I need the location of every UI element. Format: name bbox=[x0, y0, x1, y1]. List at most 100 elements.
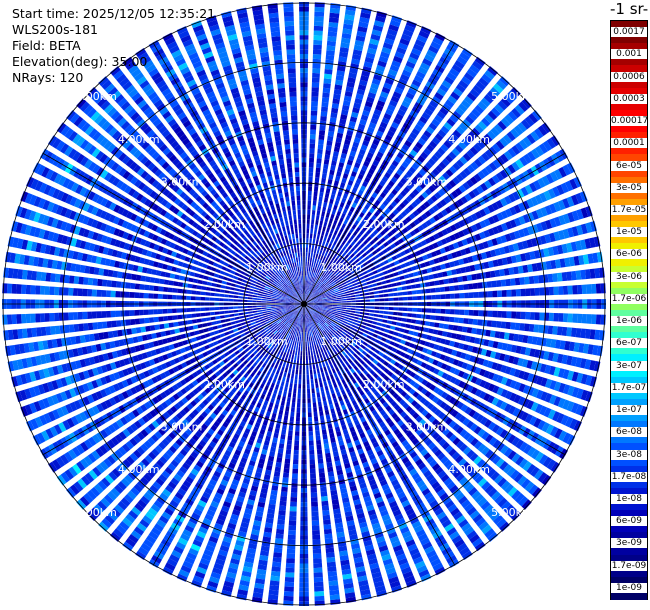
range-gate bbox=[320, 491, 328, 497]
range-gate bbox=[311, 355, 314, 361]
range-gate bbox=[402, 312, 408, 317]
range-gate bbox=[426, 144, 435, 153]
range-gate bbox=[562, 213, 571, 224]
range-gate bbox=[386, 215, 393, 222]
range-gate bbox=[589, 268, 596, 279]
range-gate bbox=[356, 88, 365, 96]
range-gate bbox=[317, 300, 323, 303]
range-gate bbox=[467, 318, 474, 325]
range-gate bbox=[393, 172, 401, 180]
range-gate bbox=[422, 58, 433, 67]
range-gate bbox=[324, 385, 329, 391]
range-gate bbox=[270, 372, 275, 378]
range-gate bbox=[367, 320, 373, 324]
range-gate bbox=[322, 299, 328, 302]
range-gate bbox=[421, 333, 428, 340]
range-gate bbox=[478, 77, 489, 87]
range-gate bbox=[345, 312, 351, 315]
range-gate bbox=[355, 132, 363, 139]
range-gate bbox=[310, 266, 313, 272]
range-gate bbox=[327, 299, 333, 301]
range-gate bbox=[349, 67, 358, 75]
range-gate bbox=[515, 311, 521, 319]
range-gate bbox=[322, 510, 330, 516]
range-gate bbox=[314, 284, 319, 289]
range-gate bbox=[497, 290, 503, 298]
range-gate bbox=[443, 140, 452, 149]
range-gate bbox=[481, 281, 488, 289]
range-gate bbox=[379, 237, 386, 243]
range-gate bbox=[341, 298, 347, 301]
range-gate bbox=[386, 238, 393, 245]
range-gate bbox=[327, 36, 337, 42]
range-gate bbox=[458, 103, 468, 113]
range-gate bbox=[314, 16, 324, 22]
range-gate bbox=[330, 437, 336, 443]
range-gate bbox=[335, 236, 340, 242]
range-gate bbox=[320, 260, 324, 266]
range-gate bbox=[547, 325, 554, 335]
range-gate bbox=[308, 304, 314, 306]
range-gate bbox=[321, 230, 325, 236]
range-gate bbox=[336, 210, 342, 217]
range-gate bbox=[359, 249, 365, 255]
range-gate bbox=[527, 225, 535, 235]
range-gate bbox=[313, 186, 319, 192]
range-gate bbox=[279, 370, 284, 377]
range-gate bbox=[291, 354, 295, 360]
range-gate bbox=[396, 152, 405, 160]
range-gate bbox=[312, 282, 316, 288]
range-gate bbox=[320, 255, 324, 261]
range-gate bbox=[487, 177, 496, 187]
range-gate bbox=[580, 207, 589, 219]
range-gate bbox=[341, 33, 352, 40]
range-gate bbox=[326, 462, 333, 468]
range-gate bbox=[402, 291, 408, 296]
range-gate bbox=[326, 375, 331, 381]
range-gate bbox=[336, 297, 342, 300]
range-gate bbox=[331, 393, 337, 399]
range-gate bbox=[431, 136, 441, 145]
range-gate bbox=[527, 151, 536, 162]
range-gate bbox=[500, 321, 507, 329]
range-gate bbox=[458, 79, 469, 90]
range-gate bbox=[500, 97, 511, 108]
range-gate bbox=[359, 229, 365, 236]
range-gate bbox=[330, 281, 335, 286]
range-gate bbox=[454, 309, 460, 315]
range-gate bbox=[326, 50, 335, 56]
range-gate bbox=[507, 111, 518, 122]
range-gate bbox=[429, 235, 436, 242]
ray bbox=[304, 20, 417, 304]
range-gate bbox=[322, 305, 328, 307]
range-gate bbox=[374, 188, 381, 195]
range-gate bbox=[328, 580, 339, 587]
range-gate bbox=[531, 148, 540, 159]
range-gate bbox=[562, 285, 569, 295]
range-gate bbox=[322, 285, 327, 290]
range-gate bbox=[383, 226, 390, 233]
range-gate bbox=[305, 247, 308, 253]
range-gate bbox=[556, 353, 564, 364]
range-gate bbox=[418, 326, 425, 332]
range-gate bbox=[480, 272, 487, 279]
range-gate bbox=[421, 268, 428, 275]
range-gate bbox=[373, 73, 383, 81]
range-gate bbox=[526, 133, 536, 145]
range-gate bbox=[357, 173, 364, 180]
range-gate bbox=[317, 287, 321, 291]
range-gate bbox=[478, 242, 485, 251]
range-gate bbox=[301, 341, 303, 347]
range-gate bbox=[468, 131, 477, 140]
range-gate bbox=[515, 289, 521, 297]
range-gate bbox=[336, 306, 342, 309]
range-gate bbox=[561, 243, 568, 254]
range-gate bbox=[311, 515, 319, 521]
range-gate bbox=[328, 26, 338, 33]
range-gate bbox=[323, 280, 328, 285]
range-gate bbox=[315, 172, 320, 178]
ray bbox=[304, 98, 532, 304]
range-gate bbox=[514, 277, 521, 286]
range-gate bbox=[398, 164, 407, 173]
range-gate bbox=[575, 240, 582, 251]
